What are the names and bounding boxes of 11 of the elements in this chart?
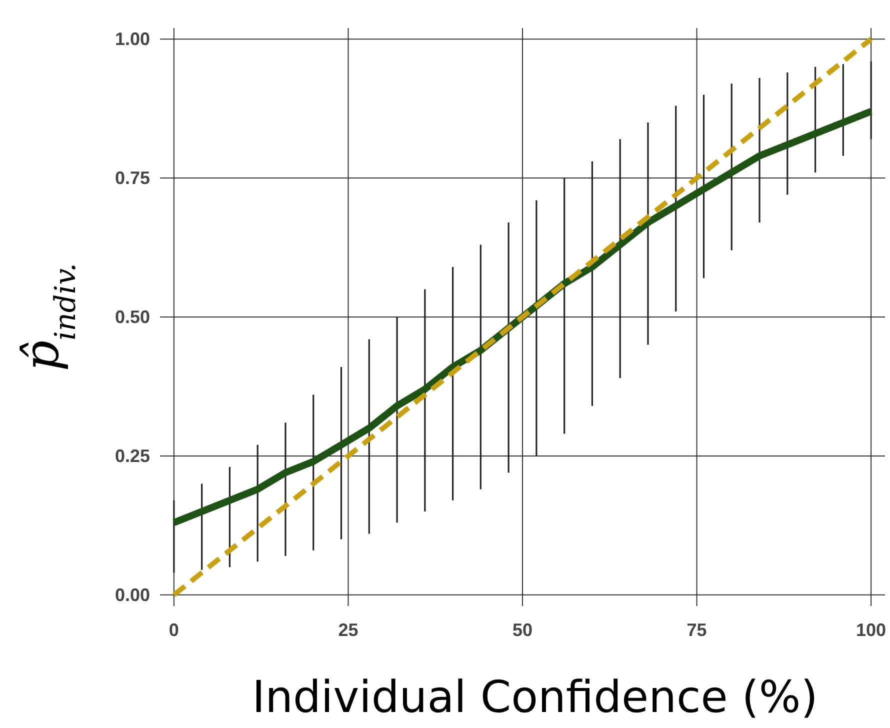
x-tick-label: 0	[168, 620, 179, 640]
y-tick-label: 0.75	[114, 168, 150, 188]
x-tick-label: 25	[338, 620, 358, 640]
y-tick-label: 0.00	[114, 584, 150, 605]
x-axis-title: Individual Confidence (%)	[252, 672, 818, 723]
y-tick-label: 0.25	[114, 446, 150, 466]
x-tick-label: 50	[512, 620, 533, 640]
y-tick-label: 1.00	[114, 29, 150, 50]
x-tick-label: 100	[856, 620, 886, 640]
y-tick-label: 0.50	[114, 307, 150, 327]
x-tick-label: 75	[686, 620, 707, 640]
